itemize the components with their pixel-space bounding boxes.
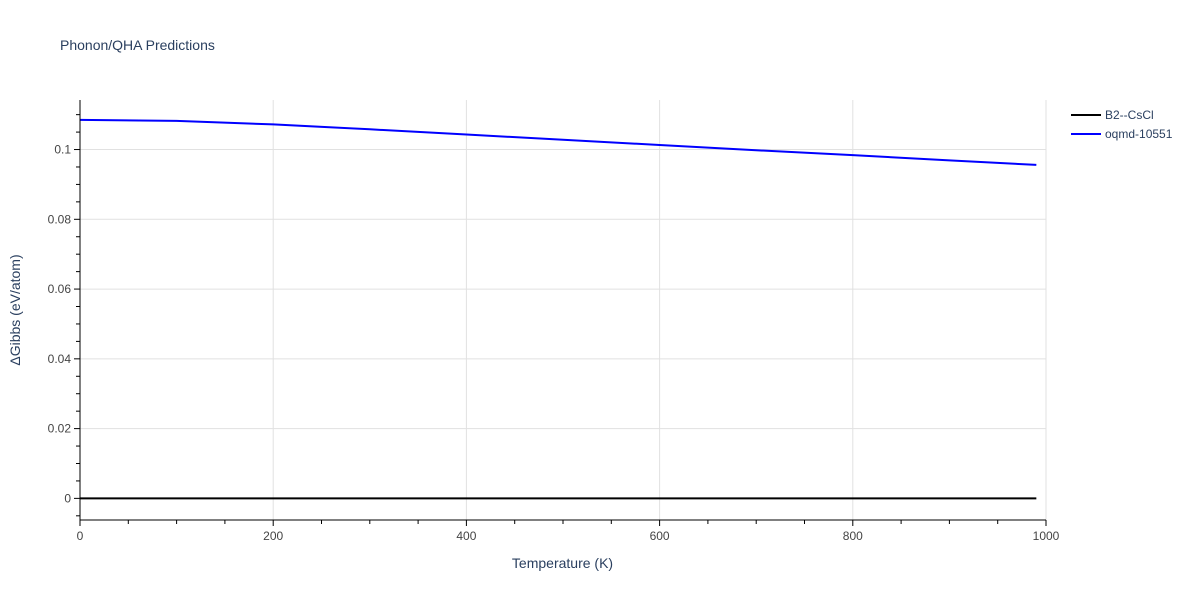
axes — [74, 100, 1047, 526]
y-axis-title: ΔGibbs (eV/atom) — [7, 254, 23, 365]
y-tick-label: 0.08 — [48, 212, 72, 226]
x-tick-label: 0 — [77, 529, 84, 543]
x-tick-label: 200 — [263, 529, 283, 543]
grid — [80, 100, 1047, 520]
y-tick-label: 0 — [64, 491, 71, 505]
legend[interactable]: B2--CsCl oqmd-10551 — [1071, 108, 1173, 141]
y-tick-label: 0.02 — [48, 422, 72, 436]
legend-label: B2--CsCl — [1105, 108, 1154, 122]
legend-item[interactable]: B2--CsCl — [1071, 108, 1154, 122]
series-lines — [79, 118, 1037, 500]
y-tick-label: 0.04 — [48, 352, 72, 366]
x-axis-title: Temperature (K) — [512, 555, 613, 571]
legend-item[interactable]: oqmd-10551 — [1071, 127, 1173, 141]
x-tick-label: 400 — [456, 529, 476, 543]
legend-label: oqmd-10551 — [1105, 127, 1173, 141]
x-tick-label: 1000 — [1033, 529, 1060, 543]
x-tick-label: 800 — [843, 529, 863, 543]
x-tick-labels: 0 200 400 600 800 1000 — [77, 529, 1060, 543]
y-tick-label: 0.1 — [54, 143, 71, 157]
series-line-oqmd-10551[interactable] — [79, 118, 1037, 166]
chart-title: Phonon/QHA Predictions — [60, 37, 215, 53]
y-tick-labels: 0 0.02 0.04 0.06 0.08 0.1 — [48, 143, 72, 506]
y-tick-label: 0.06 — [48, 282, 72, 296]
x-tick-label: 600 — [650, 529, 670, 543]
